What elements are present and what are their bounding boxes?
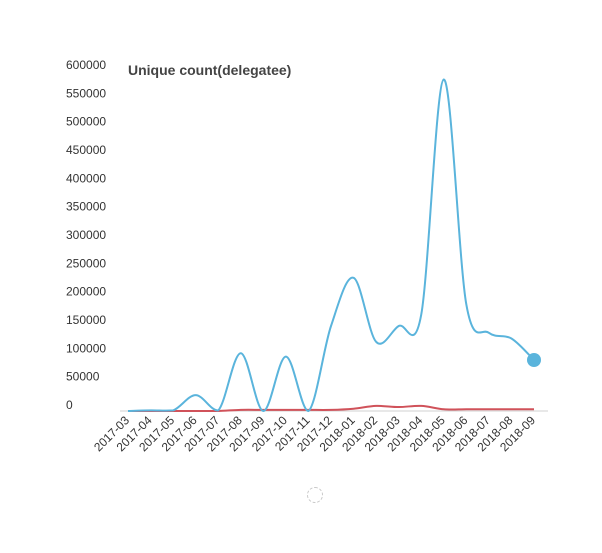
y-tick-label: 400000 (66, 171, 106, 185)
y-tick-label: 200000 (66, 285, 106, 299)
y-tick-label: 350000 (66, 200, 106, 214)
y-tick-label: 550000 (66, 86, 106, 100)
y-tick-label: 500000 (66, 115, 106, 129)
y-tick-label: 50000 (66, 370, 100, 384)
x-axis: 2017-032017-042017-052017-062017-072017-… (91, 413, 538, 454)
loading-spinner-icon (307, 487, 323, 503)
y-tick-label: 300000 (66, 228, 106, 242)
y-tick-label: 250000 (66, 256, 106, 270)
y-tick-label: 600000 (66, 58, 106, 72)
y-tick-label: 150000 (66, 313, 106, 327)
y-tick-label: 450000 (66, 143, 106, 157)
y-tick-label: 100000 (66, 341, 106, 355)
y-axis: 0 50000 100000 150000 200000 250000 300000 3500… (66, 58, 106, 412)
series-layer (127, 78, 541, 412)
chart-title: Unique count(delegatee) (128, 62, 291, 78)
series-line (127, 78, 535, 412)
series-end-point[interactable] (527, 353, 541, 367)
series-line (127, 404, 534, 412)
y-tick-label: 0 (66, 398, 73, 412)
